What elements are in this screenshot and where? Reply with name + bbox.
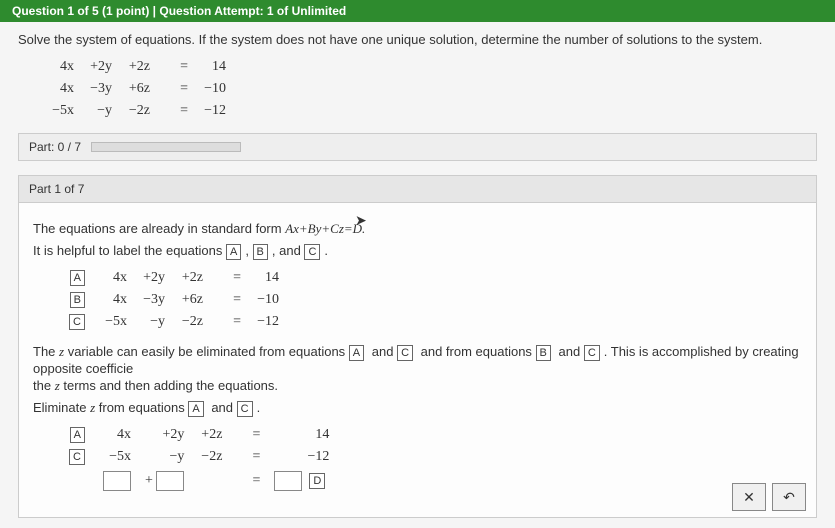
answer-input-2[interactable] [156,471,184,491]
answer-input-3[interactable] [274,471,302,491]
label-help-text: It is helpful to label the equations A, … [33,243,802,260]
close-button[interactable]: ✕ [732,483,766,511]
top-equation-system: 4x+2y+2z=14 4x−3y+6z=−10 −5x−y−2z=−12 [42,55,234,123]
subpart-header: Part 1 of 7 [18,175,817,203]
content-area: Solve the system of equations. If the sy… [0,22,835,528]
instruction-text: Solve the system of equations. If the sy… [18,32,817,47]
label-d: D [309,473,325,489]
subpart-body: The equations are already in standard fo… [18,203,817,518]
close-icon: ✕ [743,489,755,506]
action-buttons: ✕ ↶ [732,483,806,511]
label-b: B [253,244,268,260]
label-c: C [304,244,320,260]
answer-input-1[interactable] [103,471,131,491]
progress-indicator [91,142,241,152]
standard-form-text: The equations are already in standard fo… [33,221,802,237]
elimination-explain-text: The z variable can easily be eliminated … [33,344,802,376]
labeled-equation-system: A4x+2y+2z=14 B4x−3y+6z=−10 C−5x−y−2z=−12 [57,266,287,334]
elimination-explain-text-2: the z terms and then adding the equation… [33,378,802,394]
undo-icon: ↶ [783,489,795,506]
undo-button[interactable]: ↶ [772,483,806,511]
elimination-work: A4x+2y+2z=14 C−5x−y−2z=−12 + = D [57,423,337,495]
question-header: Question 1 of 5 (1 point) | Question Att… [0,0,835,22]
eliminate-instruction: Eliminate z from equations A and C. [33,400,802,417]
part-progress-bar: Part: 0 / 7 [18,133,817,161]
part-label: Part: 0 / 7 [29,140,81,154]
label-a: A [226,244,241,260]
